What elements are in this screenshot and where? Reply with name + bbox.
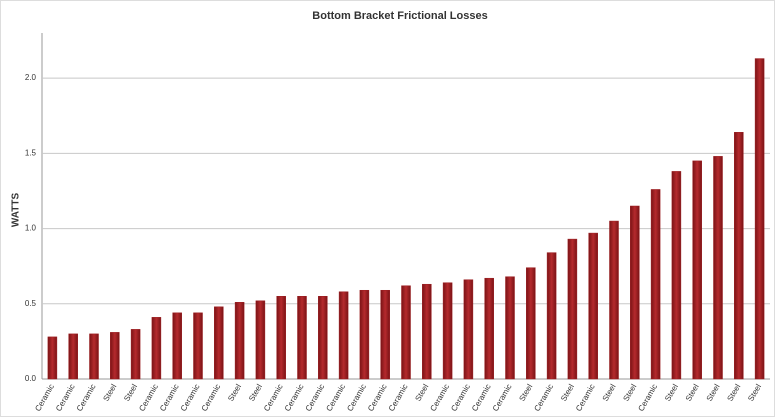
- bar: [318, 296, 328, 380]
- bar: [68, 333, 78, 380]
- x-tick-label: Steel: [247, 382, 264, 402]
- x-tick-label: Ceramic: [366, 383, 389, 413]
- x-tick-label: Ceramic: [137, 383, 160, 413]
- x-tick-label: Ceramic: [54, 383, 77, 413]
- x-tick-label: Ceramic: [532, 383, 555, 413]
- x-tick-label: Ceramic: [345, 383, 368, 413]
- y-tick-label: 0.5: [25, 299, 37, 308]
- x-tick-label: Steel: [559, 382, 576, 402]
- bar: [193, 312, 203, 380]
- bar: [650, 189, 661, 380]
- x-tick-label: Ceramic: [262, 383, 285, 413]
- bar: [484, 277, 494, 380]
- bar: [630, 205, 640, 380]
- bar: [526, 267, 536, 380]
- x-tick-label: Ceramic: [428, 383, 451, 413]
- bar: [422, 283, 432, 380]
- bar: [442, 282, 453, 380]
- x-tick-label: Ceramic: [304, 383, 327, 413]
- x-tick-label: Ceramic: [283, 383, 306, 413]
- y-axis-label: WATTS: [11, 193, 22, 228]
- bar: [255, 300, 266, 380]
- bar: [754, 58, 765, 380]
- x-tick-label: Ceramic: [200, 383, 223, 413]
- bar: [214, 306, 224, 380]
- bar: [588, 232, 598, 380]
- y-tick-label: 1.0: [25, 224, 37, 233]
- x-tick-label: Steel: [601, 382, 618, 402]
- bar: [692, 160, 702, 380]
- bar: [130, 329, 141, 380]
- x-tick-label: Steel: [725, 382, 742, 402]
- bar: [505, 276, 515, 380]
- x-tick-label: Ceramic: [324, 383, 347, 413]
- x-tick-label: Ceramic: [574, 383, 597, 413]
- x-tick-label: Steel: [101, 382, 118, 402]
- x-tick-label: Steel: [122, 382, 139, 402]
- bar: [567, 238, 578, 380]
- y-tick-label: 2.0: [25, 73, 37, 82]
- y-tick-label: 0.0: [25, 374, 37, 383]
- bar: [151, 317, 162, 380]
- x-tick-label: Steel: [663, 382, 680, 402]
- bar: [463, 279, 474, 380]
- bar: [110, 332, 120, 380]
- x-tick-label: Steel: [746, 382, 763, 402]
- bar: [734, 132, 744, 380]
- bar: [609, 220, 619, 380]
- bar: [546, 252, 557, 380]
- x-tick-label: Ceramic: [387, 383, 410, 413]
- bar: [401, 285, 411, 380]
- bar: [671, 171, 682, 380]
- x-tick-label: Steel: [705, 382, 722, 402]
- bar: [359, 289, 370, 380]
- x-tick-label: Steel: [226, 382, 243, 402]
- bar: [172, 312, 182, 380]
- x-tick-label: Steel: [684, 382, 701, 402]
- x-tick-label: Ceramic: [636, 383, 659, 413]
- chart-title: Bottom Bracket Frictional Losses: [312, 10, 487, 22]
- bar: [380, 289, 390, 380]
- bar: [234, 302, 245, 380]
- bar: [713, 156, 723, 380]
- x-tick-label: Ceramic: [179, 383, 202, 413]
- x-tick-label: Ceramic: [158, 383, 181, 413]
- bar: [338, 291, 349, 380]
- x-tick-label: Ceramic: [470, 383, 493, 413]
- x-tick-label: Steel: [413, 382, 430, 402]
- x-tick-label: Ceramic: [33, 383, 56, 413]
- x-tick-label: Steel: [517, 382, 534, 402]
- x-tick-label: Ceramic: [491, 383, 514, 413]
- x-tick-label: Steel: [621, 382, 638, 402]
- x-tick-label: Ceramic: [449, 383, 472, 413]
- bar: [297, 296, 307, 380]
- bar: [276, 296, 286, 380]
- y-tick-label: 1.5: [25, 148, 37, 157]
- bar: [47, 336, 58, 380]
- bar: [89, 333, 99, 380]
- x-tick-label: Ceramic: [75, 383, 98, 413]
